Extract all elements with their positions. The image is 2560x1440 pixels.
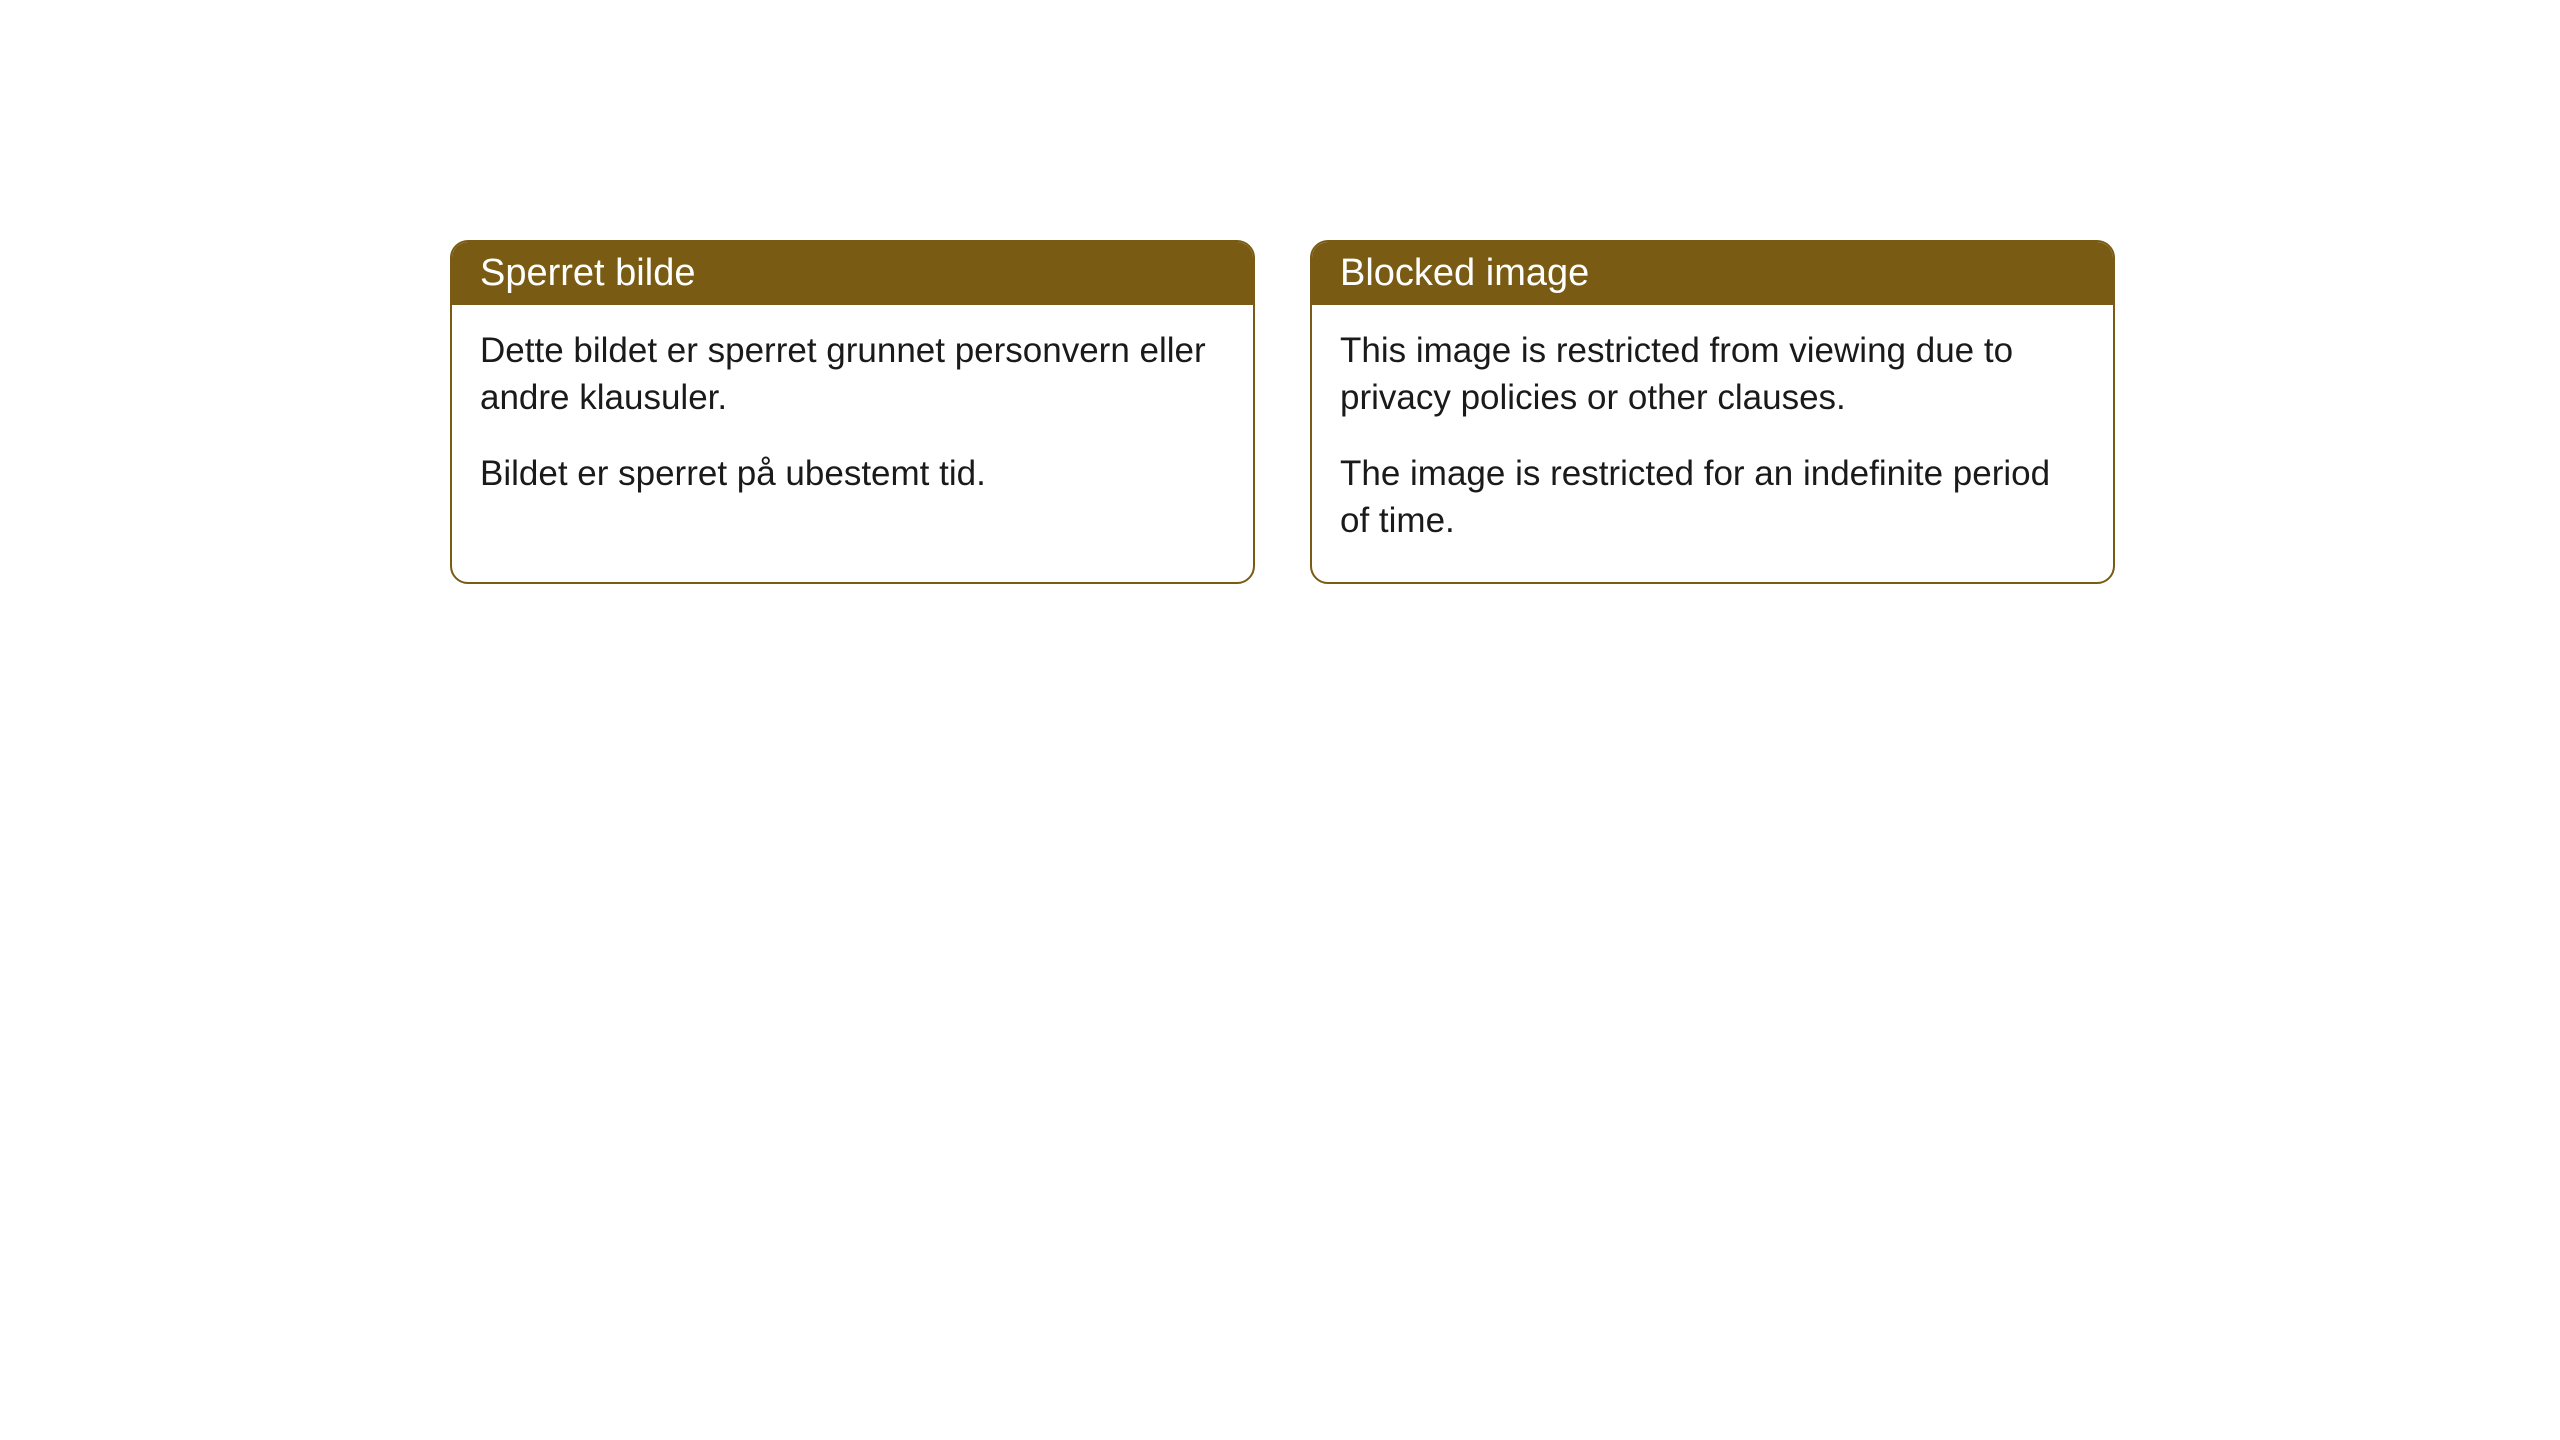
card-paragraph: The image is restricted for an indefinit… bbox=[1340, 450, 2085, 545]
card-english: Blocked image This image is restricted f… bbox=[1310, 240, 2115, 584]
card-header-english: Blocked image bbox=[1312, 242, 2113, 305]
card-paragraph: Dette bildet er sperret grunnet personve… bbox=[480, 327, 1225, 422]
card-body-english: This image is restricted from viewing du… bbox=[1312, 305, 2113, 582]
card-title: Blocked image bbox=[1340, 252, 1589, 294]
card-body-norwegian: Dette bildet er sperret grunnet personve… bbox=[452, 305, 1253, 535]
card-header-norwegian: Sperret bilde bbox=[452, 242, 1253, 305]
cards-container: Sperret bilde Dette bildet er sperret gr… bbox=[450, 240, 2115, 584]
card-paragraph: Bildet er sperret på ubestemt tid. bbox=[480, 450, 1225, 497]
card-title: Sperret bilde bbox=[480, 252, 695, 294]
card-norwegian: Sperret bilde Dette bildet er sperret gr… bbox=[450, 240, 1255, 584]
card-paragraph: This image is restricted from viewing du… bbox=[1340, 327, 2085, 422]
